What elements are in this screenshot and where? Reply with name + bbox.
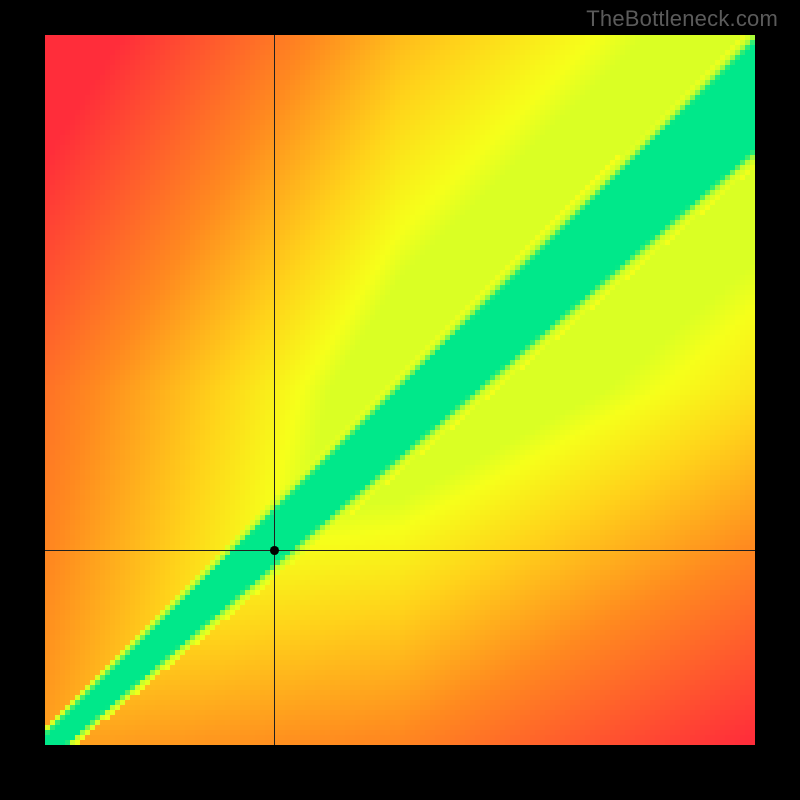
watermark-text: TheBottleneck.com xyxy=(586,6,778,32)
page-root: { "watermark": { "text": "TheBottleneck.… xyxy=(0,0,800,800)
bottleneck-heatmap xyxy=(45,35,755,745)
